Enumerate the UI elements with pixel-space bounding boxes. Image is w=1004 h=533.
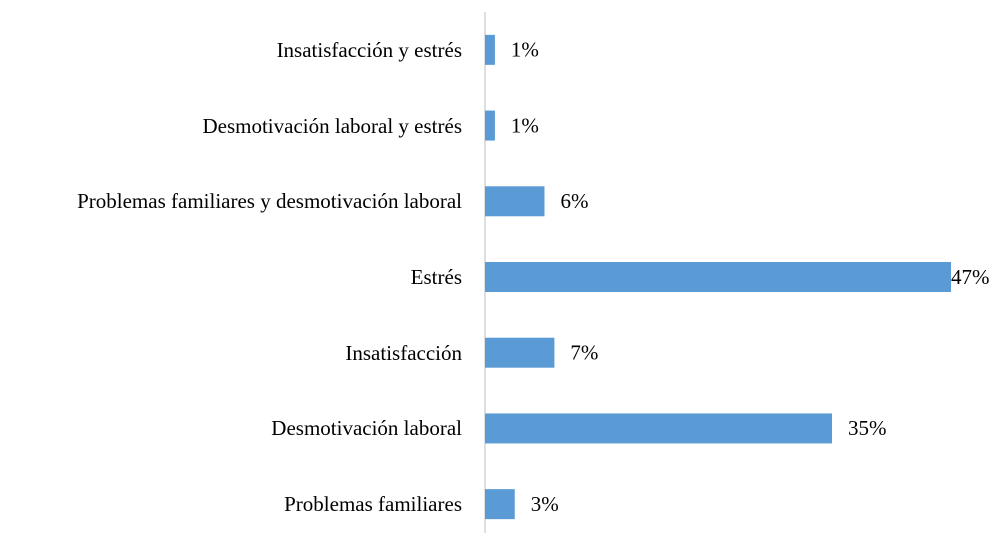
category-label: Desmotivación laboral	[271, 416, 462, 441]
bar	[485, 262, 951, 292]
bar	[485, 337, 555, 368]
bar	[485, 489, 515, 520]
data-label: 1%	[511, 38, 539, 62]
category-label: Desmotivación laboral y estrés	[202, 113, 462, 138]
bar	[485, 413, 833, 444]
data-label: 3%	[531, 492, 559, 516]
data-label: 6%	[560, 189, 588, 213]
bar	[485, 186, 545, 217]
data-label: 47%	[951, 265, 990, 289]
data-label: 7%	[570, 341, 598, 365]
category-label: Insatisfacción y estrés	[276, 37, 462, 62]
category-label: Insatisfacción	[345, 340, 462, 365]
data-label: 35%	[848, 416, 887, 440]
category-label: Problemas familiares y desmotivación lab…	[77, 189, 462, 214]
bar	[485, 34, 495, 65]
category-label: Estrés	[410, 265, 462, 289]
category-label: Problemas familiares	[284, 492, 462, 517]
data-label: 1%	[511, 113, 539, 137]
bar	[485, 110, 495, 141]
